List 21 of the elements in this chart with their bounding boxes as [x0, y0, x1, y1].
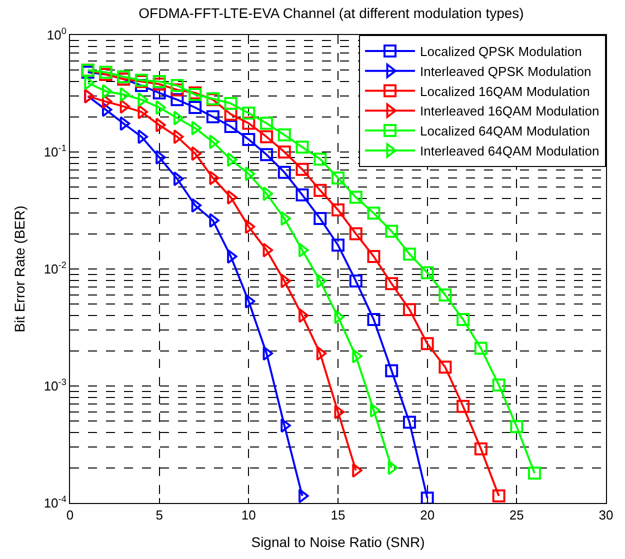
x-tick-label: 5 [156, 508, 163, 523]
y-tick-label: 10$^{-2}$ [44, 260, 66, 277]
y-tick-label: 10$^{-3}$ [44, 377, 66, 394]
legend-label: Interleaved 16QAM Modulation [420, 104, 600, 119]
y-tick-label: 10$^{-4}$ [44, 494, 66, 511]
x-tick-label: 25 [509, 508, 524, 523]
x-tick-label: 10 [241, 508, 256, 523]
y-axis-title: Bit Error Rate (BER) [11, 206, 28, 332]
legend-label: Interleaved 64QAM Modulation [420, 144, 600, 159]
x-tick-label: 20 [420, 508, 435, 523]
legend-label: Interleaved QPSK Modulation [420, 64, 592, 79]
legend-label: Localized QPSK Modulation [420, 44, 582, 60]
x-tick-label: 30 [598, 508, 614, 523]
chart-title: OFDMA-FFT-LTE-EVA Channel (at different modulation types) [138, 5, 524, 22]
x-axis-title: Signal to Noise Ratio (SNR) [251, 534, 425, 550]
legend-label: Localized 64QAM Modulation [420, 124, 590, 139]
x-tick-label: 15 [330, 508, 346, 523]
x-tick-label: 0 [66, 508, 74, 523]
y-tick-label: 10$^{-1}$ [44, 143, 66, 160]
y-tick-label: 10$^{0}$ [46, 26, 66, 43]
legend-label: Localized 16QAM Modulation [420, 84, 590, 99]
